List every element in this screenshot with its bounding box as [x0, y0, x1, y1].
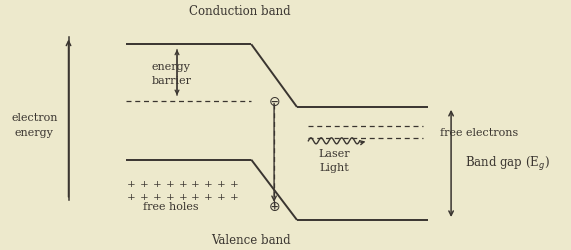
Text: free holes: free holes	[143, 201, 199, 211]
Text: +: +	[191, 179, 200, 188]
Text: Laser
Light: Laser Light	[318, 148, 350, 172]
Text: +: +	[204, 179, 213, 188]
Text: +: +	[152, 179, 162, 188]
Text: +: +	[140, 192, 148, 201]
Text: +: +	[127, 179, 136, 188]
Text: +: +	[152, 192, 162, 201]
Text: free electrons: free electrons	[440, 128, 518, 138]
Text: +: +	[166, 192, 174, 201]
Text: +: +	[140, 179, 148, 188]
Text: $\ominus$: $\ominus$	[268, 94, 280, 108]
Text: +: +	[230, 192, 239, 201]
Text: energy
barrier: energy barrier	[151, 62, 191, 86]
Text: electron
energy: electron energy	[11, 113, 58, 137]
Text: +: +	[127, 192, 136, 201]
Text: +: +	[191, 192, 200, 201]
Text: +: +	[217, 179, 226, 188]
Text: $\oplus$: $\oplus$	[268, 199, 280, 213]
Text: Valence band: Valence band	[211, 234, 291, 246]
Text: +: +	[230, 179, 239, 188]
Text: +: +	[204, 192, 213, 201]
Text: Conduction band: Conduction band	[189, 5, 291, 18]
Text: Band gap (E$_g$): Band gap (E$_g$)	[465, 155, 550, 173]
Text: +: +	[166, 179, 174, 188]
Text: +: +	[178, 192, 187, 201]
Text: +: +	[178, 179, 187, 188]
Text: +: +	[217, 192, 226, 201]
